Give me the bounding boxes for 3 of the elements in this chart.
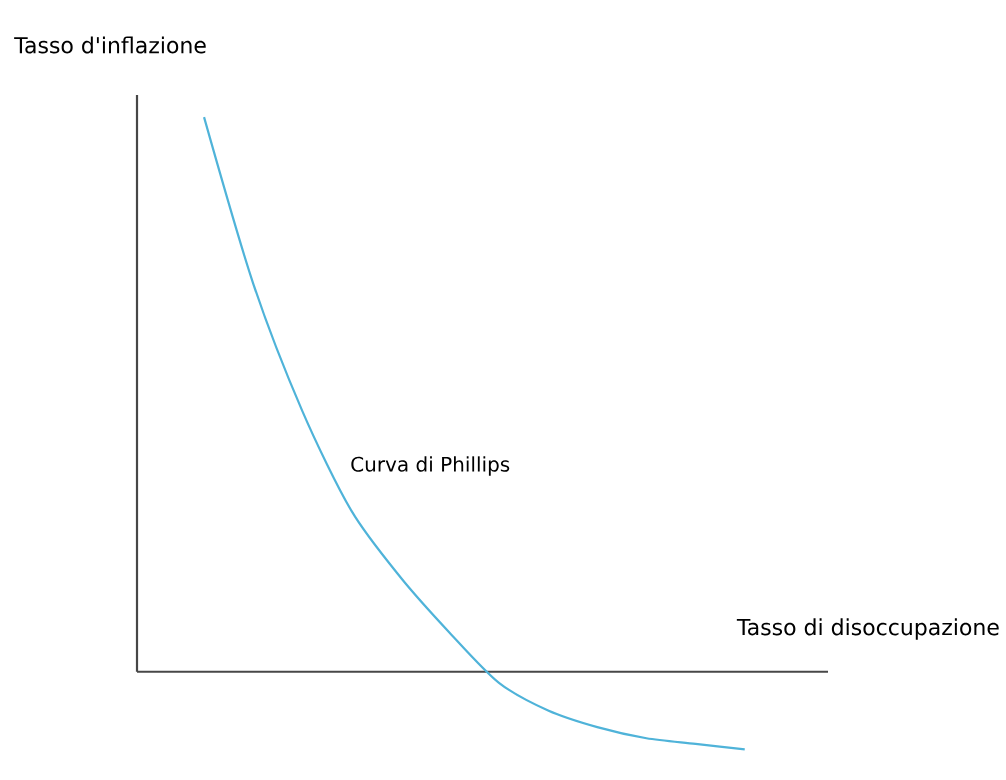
annotation: Curva di Phillips (351, 456, 510, 476)
y-axis-title: Tasso d'inflazione (14, 36, 206, 54)
x-axis-title: Tasso di disoccupazione (736, 618, 999, 640)
